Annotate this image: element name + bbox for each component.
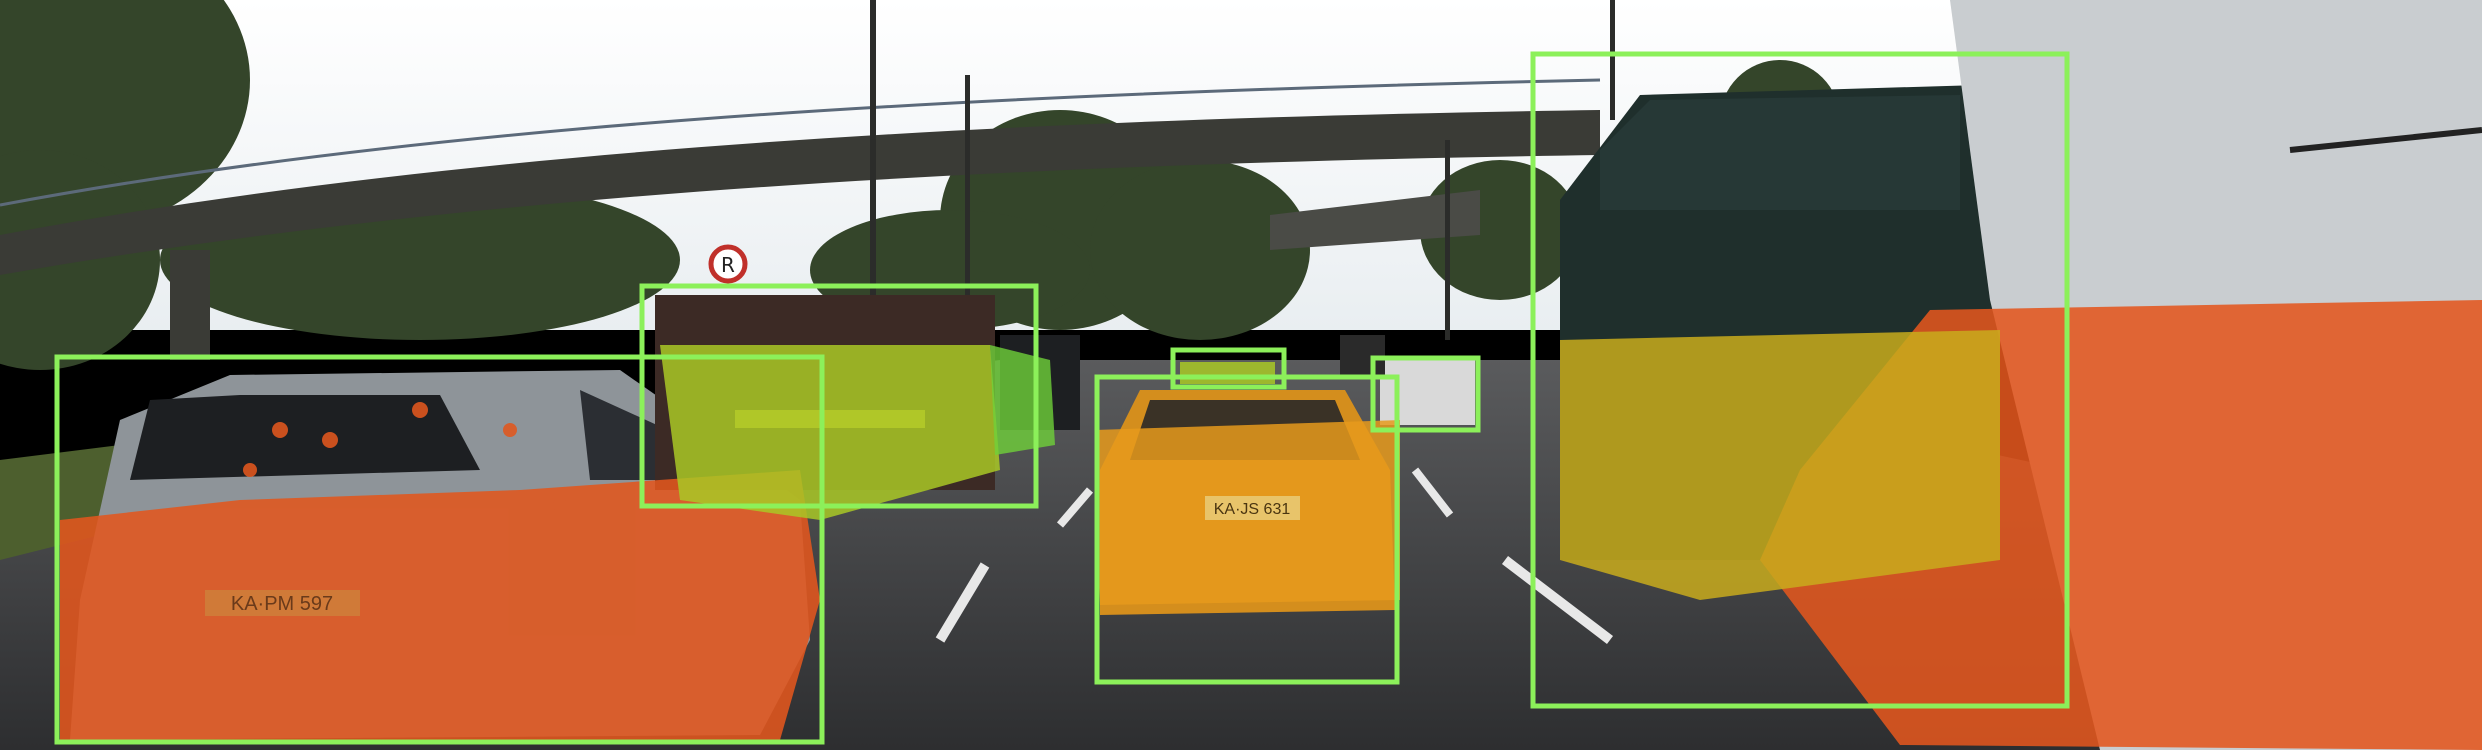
street-pole <box>965 75 970 305</box>
tank-trailer-stripe <box>2289 127 2482 153</box>
detection-box-car-far-right <box>1370 355 1481 433</box>
detection-box-car-far-center <box>1170 347 1287 390</box>
street-pole <box>1445 140 1450 340</box>
left-car-plate <box>205 590 360 616</box>
lane-marking <box>1411 467 1454 518</box>
street-pole <box>870 0 876 300</box>
far-car <box>1380 360 1475 425</box>
lane-marking <box>1501 556 1614 644</box>
far-car <box>1340 335 1385 375</box>
detection-box-car-center <box>1094 374 1400 685</box>
overpass-bridge <box>0 110 1600 275</box>
street-pole <box>1610 0 1615 120</box>
detection-boxes <box>54 51 2070 745</box>
lane-marking <box>1056 487 1094 528</box>
lidar-points-green <box>990 345 1055 455</box>
lane-marking <box>935 562 990 643</box>
left-car-plate-text: KA·PM 597 <box>231 593 333 615</box>
center-car-plate-text: KA·JS 631 <box>1214 501 1291 518</box>
center-car-plate <box>1205 496 1300 520</box>
bridge-pillar <box>170 250 210 360</box>
distant-overpass <box>1270 190 1480 250</box>
detection-box-truck-right <box>1530 51 2070 709</box>
overpass-railing <box>0 78 1601 207</box>
truck-windshield <box>1600 95 1960 210</box>
no-turn-sign <box>708 244 748 284</box>
detection-box-car-left <box>54 354 825 745</box>
detection-box-truck-center-left <box>639 283 1039 509</box>
left-car-window <box>130 395 480 480</box>
lidar-points-mid <box>1095 330 2000 605</box>
no-turn-sign-symbol: R <box>721 253 735 277</box>
